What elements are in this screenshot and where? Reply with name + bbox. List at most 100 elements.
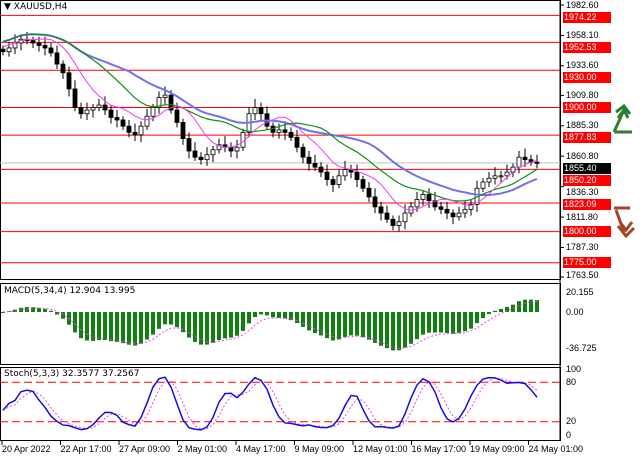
- candle: [192, 150, 198, 158]
- macd-bar: [373, 312, 377, 343]
- level-price-tag: 1823.09: [563, 198, 611, 210]
- macd-bar: [121, 312, 125, 344]
- macd-bar: [97, 312, 101, 341]
- macd-bar: [55, 312, 59, 315]
- candle: [312, 163, 318, 168]
- candle: [78, 107, 84, 115]
- candle: [420, 194, 426, 200]
- candle: [132, 131, 138, 136]
- candle: [60, 63, 66, 74]
- macd-bar: [361, 312, 365, 338]
- macd-bar: [385, 312, 389, 349]
- macd-bar: [337, 312, 341, 340]
- symbol-label: ▼ XAUUSD,H4: [4, 2, 67, 12]
- candle: [432, 200, 438, 208]
- macd-tick-label: -36.725: [566, 342, 597, 353]
- stoch-signal-line: [2, 377, 538, 430]
- price-tick-label: 1763.50: [566, 270, 599, 280]
- candle: [42, 45, 48, 49]
- macd-bar: [481, 312, 485, 319]
- macd-bar: [223, 312, 227, 339]
- time-tick-label: 27 Apr 09:00: [119, 444, 171, 454]
- macd-bar: [235, 312, 239, 336]
- candle: [534, 161, 540, 164]
- price-tick-label: 1811.80: [566, 211, 598, 222]
- macd-bar: [331, 312, 335, 341]
- candle: [186, 138, 192, 152]
- candle: [174, 109, 180, 123]
- candle: [258, 107, 264, 115]
- candle: [294, 136, 300, 148]
- macd-bar: [85, 312, 89, 341]
- candle: [330, 179, 336, 185]
- macd-bar: [115, 312, 119, 342]
- macd-bar: [289, 312, 293, 321]
- candle: [66, 72, 72, 90]
- macd-bar: [463, 312, 467, 332]
- stoch-tick-label: 0: [566, 429, 572, 440]
- macd-bar: [325, 312, 329, 339]
- candle: [402, 212, 408, 223]
- macd-bar: [31, 307, 35, 312]
- macd-bar: [247, 312, 251, 324]
- macd-bar: [367, 312, 371, 340]
- macd-bar: [109, 312, 113, 342]
- macd-bar: [7, 311, 11, 312]
- candle: [0, 48, 6, 53]
- candle: [414, 199, 420, 208]
- macd-bar: [187, 312, 191, 338]
- current-price-tag: 1855.40: [563, 162, 611, 174]
- candle: [384, 212, 390, 220]
- macd-bar: [349, 312, 353, 336]
- macd-bar: [49, 310, 53, 312]
- candle: [6, 47, 12, 53]
- macd-bar: [169, 312, 173, 325]
- macd-bar: [283, 312, 287, 319]
- level-price-tag: 1952.53: [563, 41, 611, 53]
- macd-bar: [379, 312, 383, 346]
- candle: [480, 181, 486, 189]
- macd-bar: [43, 309, 47, 312]
- level-price-tag: 1775.00: [563, 257, 611, 269]
- macd-bar: [133, 312, 137, 346]
- macd-bar: [61, 312, 65, 319]
- level-price-tag: 1877.83: [563, 132, 611, 144]
- macd-bar: [217, 312, 221, 341]
- macd-bar: [73, 312, 77, 333]
- macd-bar: [229, 312, 233, 338]
- candle: [120, 119, 126, 127]
- candle: [462, 208, 468, 214]
- candle: [492, 175, 498, 179]
- macd-bar: [319, 312, 323, 336]
- candle: [372, 196, 378, 208]
- macd-bar: [79, 312, 83, 339]
- candle: [114, 117, 120, 121]
- candle: [522, 156, 528, 161]
- candle: [30, 40, 36, 44]
- time-tick-label: 12 May 01:00: [353, 444, 408, 454]
- stoch-main-line: [2, 376, 538, 431]
- macd-bar: [205, 312, 209, 345]
- macd-signal-line: [2, 300, 538, 349]
- macd-bar: [355, 312, 359, 336]
- candle: [390, 218, 396, 226]
- macd-bar: [157, 312, 161, 329]
- candle: [72, 88, 78, 108]
- ma-fast-line: [2, 38, 538, 211]
- candle: [84, 109, 90, 115]
- ma-mid-line: [2, 33, 538, 202]
- candle: [516, 156, 522, 168]
- macd-bar: [151, 312, 155, 335]
- candle: [12, 42, 18, 49]
- price-tick-label: 1982.60: [566, 0, 599, 10]
- macd-label: MACD(5,34,4) 12.904 13.995: [4, 286, 136, 296]
- time-tick-label: 22 Apr 17:00: [60, 444, 112, 454]
- macd-bar: [487, 312, 491, 315]
- macd-bar: [163, 312, 167, 325]
- candle: [306, 156, 312, 164]
- macd-bar: [25, 307, 29, 312]
- macd-bar: [499, 308, 503, 312]
- candle: [288, 131, 294, 138]
